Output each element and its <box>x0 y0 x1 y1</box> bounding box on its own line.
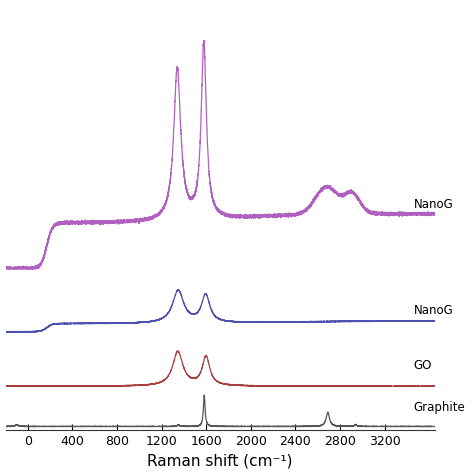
X-axis label: Raman shift (cm⁻¹): Raman shift (cm⁻¹) <box>147 454 293 468</box>
Text: NanoG: NanoG <box>414 304 454 317</box>
Text: GO: GO <box>414 359 432 372</box>
Text: NanoG: NanoG <box>414 198 454 211</box>
Text: Graphite: Graphite <box>414 401 465 414</box>
